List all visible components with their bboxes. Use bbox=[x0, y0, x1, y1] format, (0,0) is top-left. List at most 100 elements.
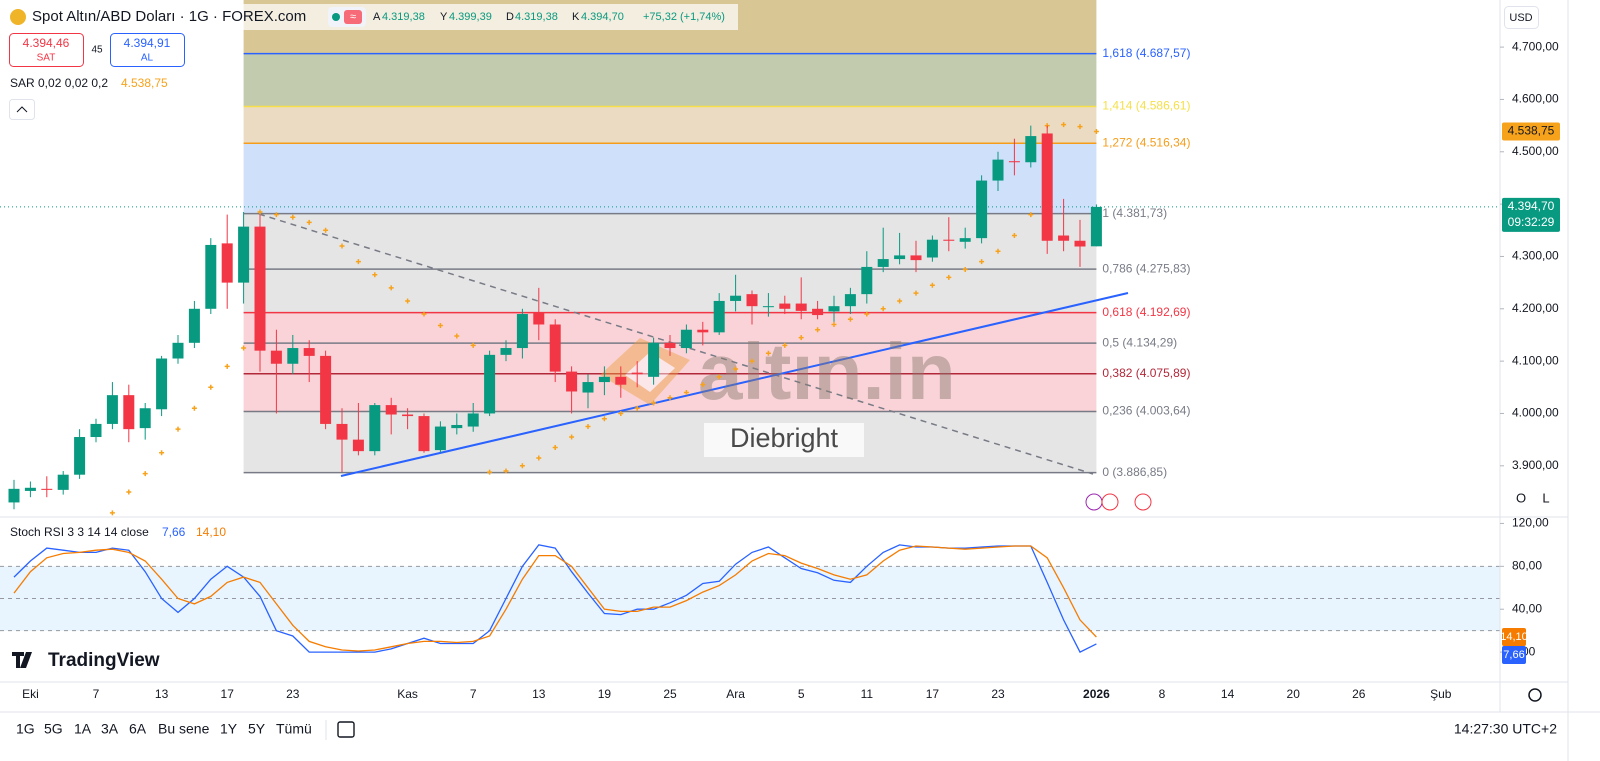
range-button[interactable]: 1Y bbox=[220, 721, 238, 737]
currency-button[interactable] bbox=[1504, 6, 1539, 29]
range-button[interactable]: Bu sene bbox=[158, 721, 210, 737]
sar-dot bbox=[1077, 124, 1083, 130]
sar-dot bbox=[355, 259, 361, 265]
sar-dot bbox=[142, 471, 148, 477]
candle-body bbox=[434, 426, 446, 451]
fib-label: 0,786 (4.275,83) bbox=[1102, 261, 1190, 275]
event-flag[interactable] bbox=[1101, 493, 1119, 511]
candle-body bbox=[598, 376, 610, 383]
sar-dot bbox=[929, 282, 935, 288]
fib-label: 0,236 (4.003,64) bbox=[1102, 404, 1190, 418]
clock[interactable]: 14:27:30 UTC+2 bbox=[1454, 721, 1557, 737]
candle-body bbox=[582, 382, 594, 393]
candle-body bbox=[1041, 133, 1053, 241]
sell-label: SAT bbox=[37, 53, 56, 64]
x-tick-label: 17 bbox=[926, 687, 940, 701]
candle-body bbox=[402, 414, 414, 417]
candle-body bbox=[287, 348, 299, 364]
trendline bbox=[340, 292, 1129, 477]
candle-body bbox=[959, 238, 971, 242]
candle-body bbox=[418, 416, 430, 452]
candle-body bbox=[828, 306, 840, 312]
x-tick-label: 23 bbox=[286, 687, 300, 701]
logo-mark bbox=[12, 652, 32, 668]
scale-button[interactable]: L bbox=[1542, 490, 1549, 505]
buy-button[interactable] bbox=[110, 33, 185, 67]
settings-icon[interactable] bbox=[1528, 688, 1542, 702]
sar-dot bbox=[880, 306, 886, 312]
candle-body bbox=[205, 244, 217, 309]
indicator-value: 4.538,75 bbox=[121, 76, 168, 90]
y-tick-label: 4.200,00 bbox=[1512, 301, 1559, 315]
sar-dot bbox=[1011, 233, 1017, 239]
stoch-title: Stoch RSI 3 3 14 14 close bbox=[10, 525, 149, 539]
symbol-title[interactable]: Spot Altın/ABD Doları · 1G · FOREX.com bbox=[32, 8, 306, 25]
background-layer bbox=[0, 0, 1500, 632]
fib-label: 1,414 (4.586,61) bbox=[1102, 99, 1190, 113]
candle-body bbox=[730, 295, 742, 301]
fib-label: 0,382 (4.075,89) bbox=[1102, 366, 1190, 380]
range-button[interactable]: 1G bbox=[16, 721, 35, 737]
y-tick-label: 4.000,00 bbox=[1512, 406, 1559, 420]
sar-dot bbox=[159, 450, 165, 456]
range-button[interactable]: 3A bbox=[101, 721, 119, 737]
ohlc-label: A bbox=[373, 11, 381, 23]
y-tick-label: 4.700,00 bbox=[1512, 39, 1559, 53]
sar-dot bbox=[700, 382, 706, 388]
sar-dot bbox=[815, 327, 821, 333]
sar-dot bbox=[946, 274, 952, 280]
sar-dot bbox=[962, 267, 968, 273]
sar-dot bbox=[372, 272, 378, 278]
candle-body bbox=[516, 314, 528, 349]
sar-dot bbox=[667, 395, 673, 401]
candle-body bbox=[812, 308, 824, 316]
spread: 45 bbox=[91, 45, 103, 56]
range-button[interactable]: 1A bbox=[74, 721, 92, 737]
sar-dot bbox=[487, 469, 493, 475]
sar-dot bbox=[683, 390, 689, 396]
range-button[interactable]: 5Y bbox=[248, 721, 266, 737]
collapse-icon bbox=[16, 106, 28, 113]
scale-button[interactable]: O bbox=[1516, 490, 1526, 505]
range-button[interactable]: Tümü bbox=[276, 721, 312, 737]
price-tag bbox=[1502, 197, 1560, 232]
market-open-dot bbox=[332, 13, 340, 21]
candle-body bbox=[746, 294, 758, 307]
sar-dot bbox=[257, 209, 263, 215]
stoch-tag bbox=[1502, 627, 1526, 646]
x-tick-label: 19 bbox=[598, 687, 612, 701]
indicator-label[interactable]: SAR 0,02 0,02 0,2 bbox=[10, 76, 108, 90]
candle-body bbox=[467, 413, 479, 427]
watermark-logo bbox=[600, 338, 690, 405]
sar-dot bbox=[618, 410, 624, 416]
x-tick-label: 13 bbox=[155, 687, 169, 701]
x-tick-label: 26 bbox=[1352, 687, 1366, 701]
sar-dot bbox=[1093, 128, 1099, 134]
delay-badge bbox=[344, 10, 362, 24]
x-tick-label: 5 bbox=[798, 687, 805, 701]
sell-button[interactable] bbox=[9, 33, 84, 67]
range-button[interactable]: 5G bbox=[44, 721, 63, 737]
date-range-icon[interactable] bbox=[337, 721, 355, 738]
x-tick-label: 7 bbox=[93, 687, 100, 701]
sar-dot bbox=[864, 311, 870, 317]
candle-body bbox=[254, 226, 266, 351]
range-button[interactable]: 6A bbox=[129, 721, 147, 737]
fib-fill bbox=[243, 106, 1097, 144]
y-tick-label: 40,00 bbox=[1512, 601, 1542, 615]
candle-body bbox=[779, 303, 791, 309]
candle-body bbox=[1025, 136, 1037, 163]
candle-body bbox=[762, 306, 774, 308]
sar-dot bbox=[454, 333, 460, 339]
ohlc-value: 4.394,70 bbox=[581, 11, 624, 23]
fib-fill bbox=[243, 53, 1097, 107]
y-tick-label: 4.300,00 bbox=[1512, 249, 1559, 263]
collapse-button[interactable] bbox=[9, 99, 35, 120]
event-flag[interactable] bbox=[1134, 493, 1152, 511]
sar-dot bbox=[175, 426, 181, 432]
candle-body bbox=[500, 348, 512, 355]
event-icon[interactable] bbox=[1085, 493, 1103, 511]
sell-price: 4.394,46 bbox=[23, 36, 70, 50]
candle-body bbox=[795, 303, 807, 311]
